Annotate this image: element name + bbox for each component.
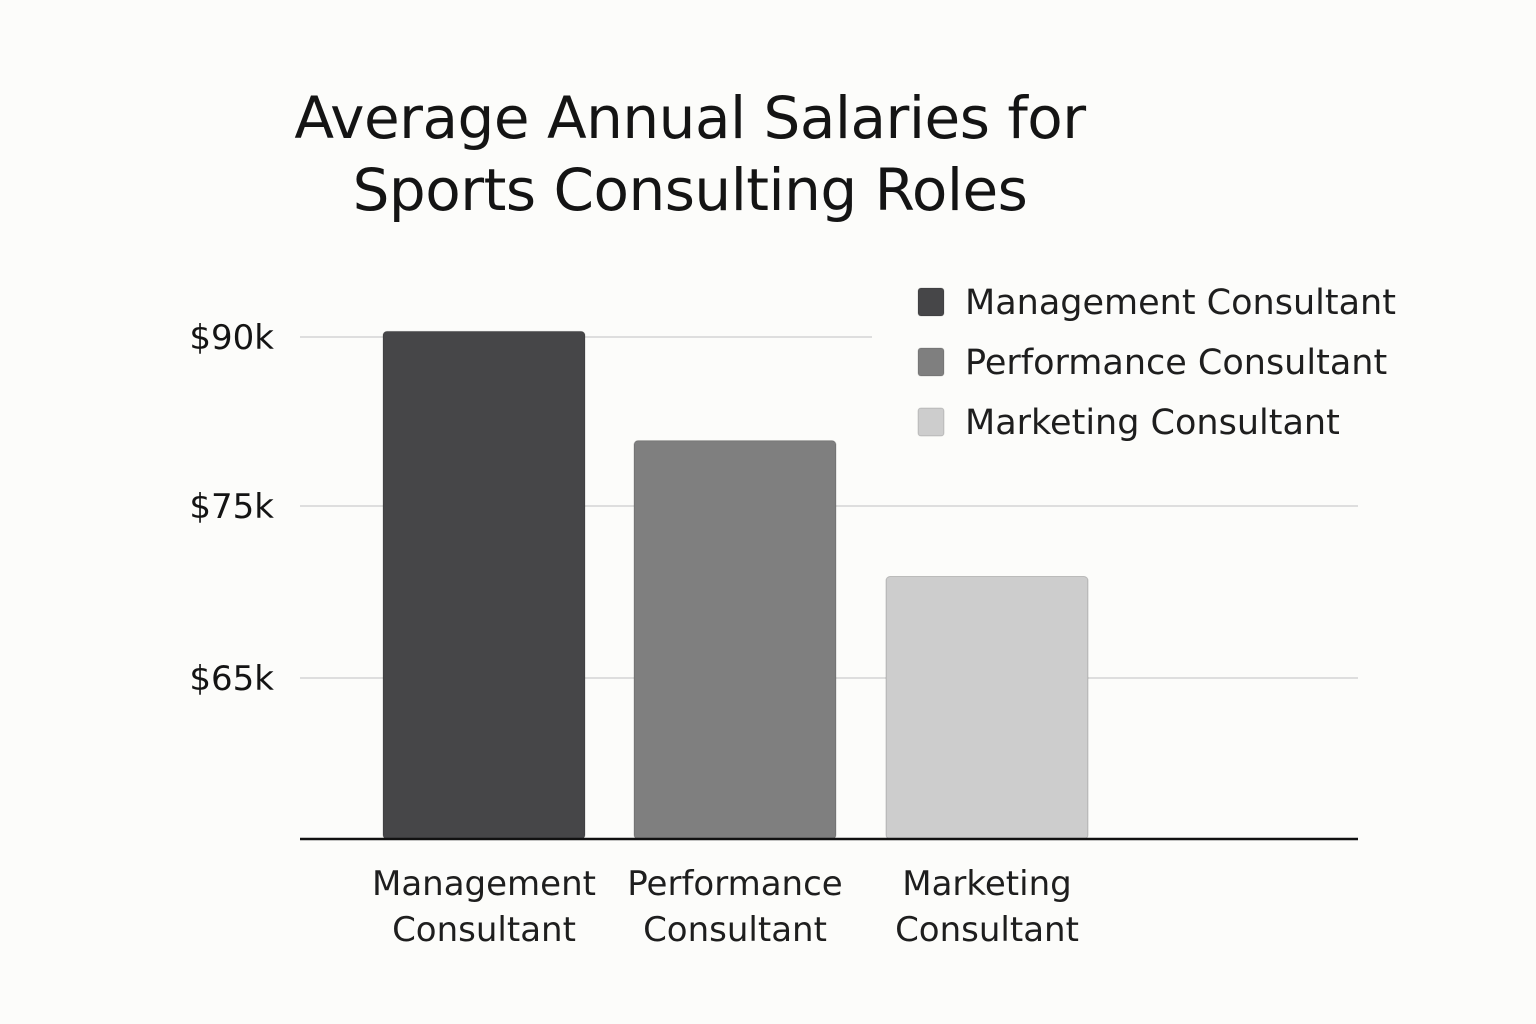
chart-title-line-2: Sports Consulting Roles <box>352 156 1028 224</box>
bars <box>382 330 1089 840</box>
category-labels: Management Consultant Performance Consultan… <box>372 864 1079 950</box>
legend-swatch <box>917 287 945 317</box>
x-tick-label: Performance <box>627 864 842 904</box>
chart-title-line-1: Average Annual Salaries for <box>294 84 1086 152</box>
x-tick-label: Consultant <box>392 910 576 950</box>
legend-label: Performance Consultant <box>965 343 1387 383</box>
legend-swatch <box>917 407 945 437</box>
y-axis-ticks: $90k $75k $65k <box>189 318 274 699</box>
bar <box>382 330 586 840</box>
x-tick-label: Marketing <box>902 864 1071 904</box>
x-tick-label: Consultant <box>643 910 827 950</box>
y-tick-label: $75k <box>189 487 274 527</box>
legend-swatch <box>917 347 945 377</box>
legend-label: Marketing Consultant <box>965 403 1340 443</box>
y-tick-label: $90k <box>189 318 274 358</box>
bar <box>633 440 837 840</box>
chart-title: Average Annual Salaries for Sports Consu… <box>240 82 1140 226</box>
bar <box>885 576 1089 840</box>
legend: Management Consultant Performance Consult… <box>917 283 1396 443</box>
y-tick-label: $65k <box>189 659 274 699</box>
x-tick-label: Consultant <box>895 910 1079 950</box>
legend-label: Management Consultant <box>965 283 1396 323</box>
x-tick-label: Management <box>372 864 596 904</box>
